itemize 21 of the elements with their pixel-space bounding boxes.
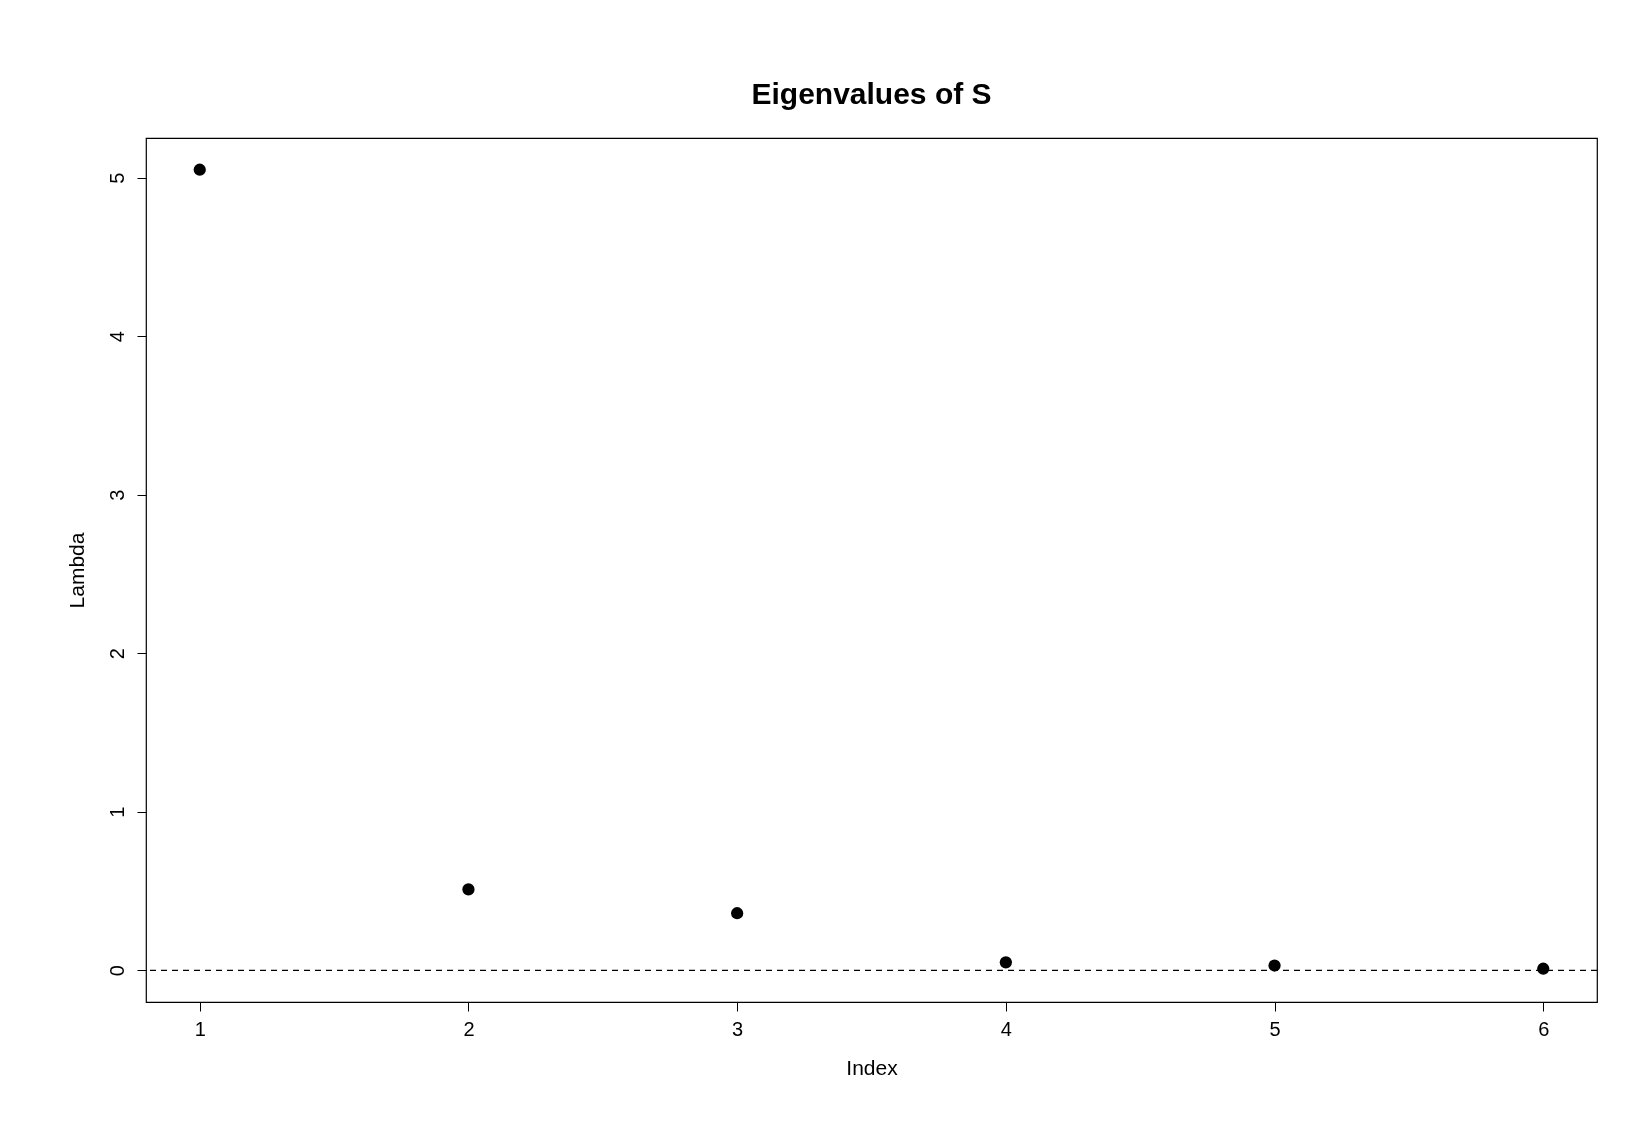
point	[1268, 959, 1281, 972]
x-tick-label: 5	[1269, 1017, 1281, 1040]
point	[1537, 962, 1550, 975]
y-tick-label: 0	[105, 965, 128, 977]
y-tick-label: 3	[105, 489, 128, 501]
y-tick-label: 4	[105, 331, 128, 343]
chart-title: Eigenvalues of S	[751, 77, 992, 110]
y-tick-label: 1	[105, 806, 128, 818]
x-tick-label: 6	[1538, 1017, 1550, 1040]
x-tick-label: 4	[1000, 1017, 1012, 1040]
x-tick-label: 2	[463, 1017, 475, 1040]
y-axis-title: Lambda	[64, 532, 88, 609]
y-tick-label: 2	[105, 648, 128, 660]
point	[999, 956, 1012, 969]
x-tick-label: 1	[194, 1017, 206, 1040]
x-axis-title: Index	[846, 1055, 899, 1079]
point	[462, 883, 475, 896]
point	[193, 163, 206, 176]
x-tick-label: 3	[732, 1017, 744, 1040]
point	[731, 907, 744, 920]
y-tick-label: 5	[105, 172, 128, 184]
